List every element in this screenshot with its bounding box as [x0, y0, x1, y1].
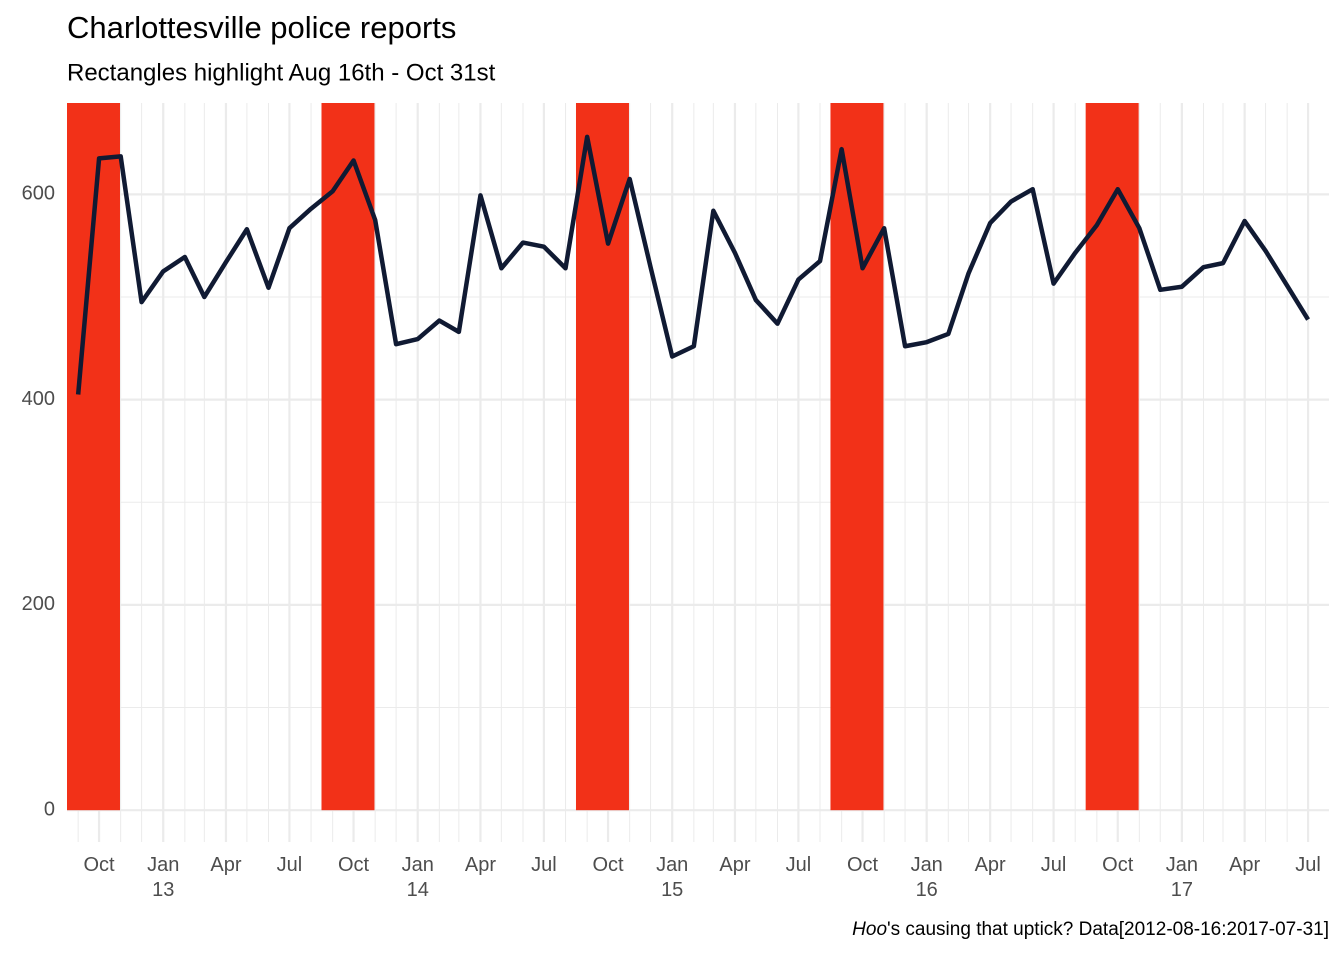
- x-tick-label: Jul: [1041, 854, 1067, 876]
- x-tick-label: Oct: [847, 854, 879, 876]
- x-tick-label: Apr: [210, 854, 241, 876]
- highlight-rect: [1085, 103, 1139, 811]
- caption-text: 's causing that uptick? Data[2012-08-16:…: [887, 919, 1329, 940]
- x-tick-label: Oct: [338, 854, 370, 876]
- highlight-rect: [321, 103, 375, 811]
- y-tick-label: 600: [22, 183, 55, 205]
- chart-title: Charlottesville police reports: [67, 10, 456, 45]
- x-tick-label: Oct: [84, 854, 116, 876]
- x-tick-label: Jan 16: [911, 854, 943, 901]
- chart-subtitle: Rectangles highlight Aug 16th - Oct 31st: [67, 59, 496, 86]
- y-tick-label: 400: [22, 388, 55, 410]
- grid: [67, 103, 1329, 842]
- y-tick-label: 200: [22, 593, 55, 615]
- x-tick-label: Jan 17: [1166, 854, 1198, 901]
- x-tick-label: Jul: [1295, 854, 1321, 876]
- caption-italic: Hoo: [852, 919, 887, 940]
- x-tick-label: Jan 13: [147, 854, 179, 901]
- plot-marks: [67, 103, 1310, 811]
- x-tick-label: Apr: [719, 854, 750, 876]
- x-tick-label: Jan 15: [656, 854, 688, 901]
- x-tick-label: Oct: [1102, 854, 1134, 876]
- y-tick-label: 0: [44, 798, 55, 820]
- x-tick-label: Jul: [531, 854, 557, 876]
- x-tick-label: Apr: [465, 854, 496, 876]
- x-tick-label: Jan 14: [402, 854, 434, 901]
- x-tick-label: Apr: [1229, 854, 1260, 876]
- caption: Hoo's causing that uptick? Data[2012-08-…: [852, 919, 1329, 940]
- x-tick-label: Jul: [786, 854, 812, 876]
- highlight-rect: [830, 103, 884, 811]
- data-line: [75, 134, 1310, 395]
- x-tick-label: Jul: [277, 854, 303, 876]
- x-tick-label: Apr: [975, 854, 1006, 876]
- x-tick-label: Oct: [592, 854, 624, 876]
